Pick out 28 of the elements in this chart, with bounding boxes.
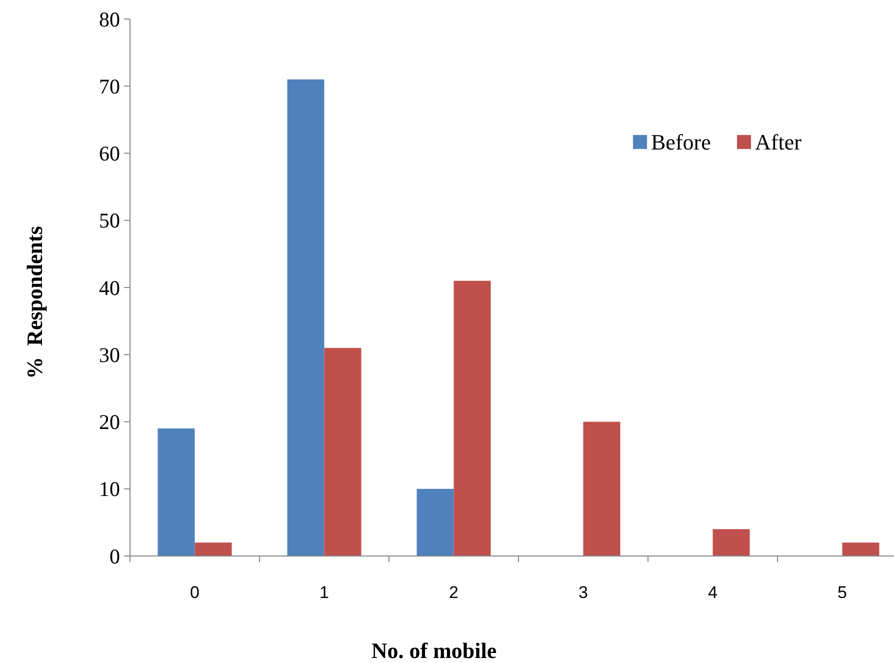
x-tick-label: 3 (578, 583, 588, 602)
y-tick-label: 0 (110, 544, 120, 568)
y-tick-label: 50 (99, 208, 120, 233)
legend-label: After (755, 130, 802, 155)
bar (324, 348, 362, 556)
x-tick-label: 0 (190, 583, 200, 602)
x-tick-label: 4 (708, 583, 718, 602)
x-tick-label: 2 (449, 583, 458, 602)
x-tick-label: 1 (320, 583, 329, 602)
y-tick-label: 10 (99, 477, 120, 502)
y-tick-label: 70 (99, 74, 120, 98)
x-axis-title: No. of mobile (371, 638, 497, 663)
legend-label: Before (651, 130, 711, 155)
bar (158, 428, 195, 556)
y-tick-label: 60 (99, 142, 120, 166)
bar (454, 280, 491, 556)
y-tick-label: 80 (99, 7, 120, 32)
bar (842, 542, 880, 556)
y-tick-label: 30 (99, 342, 120, 367)
bar (287, 79, 324, 556)
bar (194, 542, 232, 556)
y-tick-label: 40 (99, 276, 120, 300)
x-tick-label: 5 (838, 583, 847, 602)
y-axis-title: % Respondents (22, 226, 47, 379)
bar (712, 529, 750, 556)
bar (416, 488, 454, 556)
y-tick-label: 20 (99, 410, 120, 434)
bar (583, 422, 620, 556)
